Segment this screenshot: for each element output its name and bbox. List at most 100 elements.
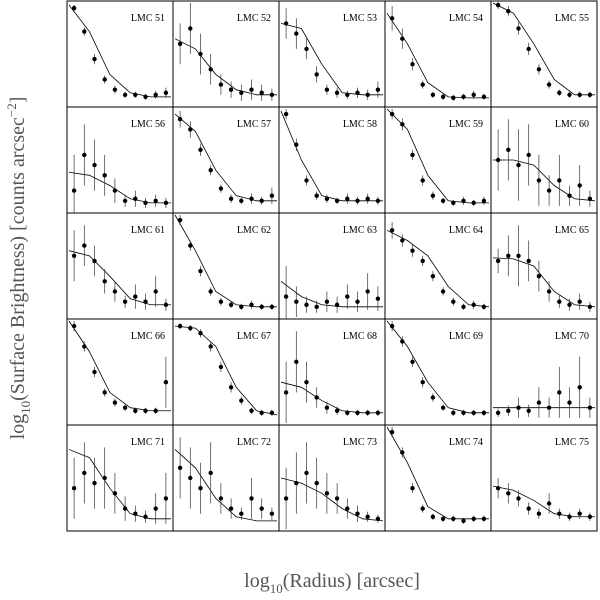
x-label-part: log (244, 570, 270, 592)
data-point (430, 92, 436, 98)
panel-frame (172, 212, 280, 320)
panel-title: LMC 66 (131, 331, 165, 342)
data-point (567, 400, 572, 405)
y-axis-label: log10(Surface Brightness) [counts arcsec… (4, 97, 33, 440)
panel: LMC 75 (490, 424, 598, 532)
data-point (389, 323, 395, 329)
panel-title: LMC 62 (237, 225, 271, 236)
data-point (451, 516, 456, 521)
panel-frame (172, 0, 280, 108)
data-point (324, 196, 330, 201)
panel: LMC 74 (384, 424, 492, 532)
data-point (71, 188, 77, 193)
data-point (410, 486, 415, 491)
panel: LMC 72 (172, 424, 280, 532)
data-point (122, 405, 128, 410)
data-point (365, 410, 370, 415)
panel-frame (278, 424, 386, 532)
panels: LMC 51 LMC 52 LMC 53 LMC 54 LMC 55 LMC 56 LMC … (66, 0, 598, 532)
data-point (440, 405, 446, 410)
data-point (208, 289, 213, 294)
panel-title: LMC 67 (237, 331, 271, 342)
data-point (516, 405, 521, 410)
data-point (304, 46, 309, 52)
data-point (177, 217, 183, 223)
panel-frame (278, 0, 386, 108)
panel-title: LMC 63 (343, 225, 377, 236)
panel-title: LMC 57 (237, 119, 271, 130)
data-point (122, 299, 128, 304)
data-point (430, 514, 436, 519)
data-point (324, 87, 330, 92)
panel-title: LMC 73 (343, 437, 377, 448)
data-point (389, 228, 395, 233)
y-label-sup: −2 (4, 103, 19, 117)
data-point (112, 400, 118, 405)
panel-frame (384, 424, 492, 532)
data-point (188, 325, 193, 331)
data-point (506, 147, 511, 152)
data-point (294, 359, 299, 364)
data-point (334, 496, 340, 501)
data-point (410, 359, 415, 364)
data-point (567, 92, 572, 98)
data-point (420, 82, 425, 87)
data-point (269, 92, 275, 98)
data-point (92, 369, 97, 375)
panel: LMC 66 (66, 318, 174, 426)
data-point (451, 95, 456, 101)
data-point (102, 390, 107, 395)
data-point (506, 491, 511, 496)
data-point (71, 323, 77, 329)
data-point (506, 253, 511, 258)
data-point (112, 491, 118, 496)
data-point (389, 16, 395, 21)
data-point (153, 289, 158, 294)
data-point (198, 486, 203, 491)
data-point (239, 90, 244, 95)
data-point (526, 152, 531, 158)
panel-title: LMC 54 (449, 13, 483, 24)
data-point (102, 279, 107, 284)
data-point (536, 178, 542, 183)
data-point (92, 162, 97, 168)
panel-frame (66, 212, 174, 320)
data-point (587, 405, 593, 410)
data-point (218, 299, 224, 304)
panel-frame (66, 0, 174, 108)
data-point (92, 480, 97, 486)
data-point (536, 274, 542, 279)
data-point (283, 390, 289, 395)
data-point (557, 390, 562, 395)
panel-frame (172, 318, 280, 426)
data-point (228, 87, 234, 92)
data-point (557, 90, 562, 95)
data-point (375, 198, 381, 203)
data-point (481, 198, 487, 203)
panel: LMC 55 (490, 0, 598, 108)
data-point (294, 299, 299, 304)
data-point (440, 94, 446, 100)
data-point (557, 178, 562, 183)
data-point (495, 410, 501, 415)
data-point (249, 87, 254, 92)
data-point (430, 193, 436, 198)
data-point (314, 193, 319, 198)
data-point (143, 200, 148, 206)
panel-frame (66, 106, 174, 214)
data-point (495, 157, 501, 163)
data-point (567, 514, 572, 519)
data-point (557, 299, 562, 304)
data-point (82, 344, 87, 349)
panel-title: LMC 61 (131, 225, 165, 236)
data-point (102, 77, 107, 82)
y-label-part: log (7, 414, 29, 440)
data-point (355, 198, 360, 203)
data-point (324, 405, 330, 410)
data-point (430, 274, 436, 279)
data-point (365, 92, 370, 98)
data-point (163, 90, 169, 95)
data-point (587, 514, 593, 519)
data-point (577, 385, 582, 390)
